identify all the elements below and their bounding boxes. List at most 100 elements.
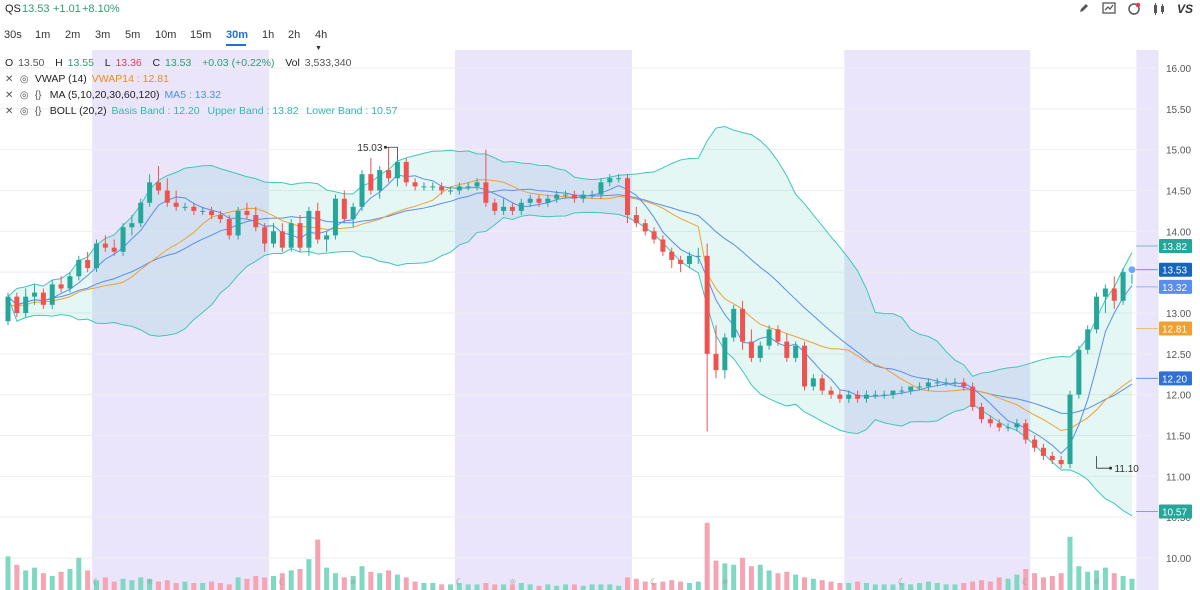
candle-body [802, 345, 807, 387]
eye-icon[interactable]: ◎ [19, 90, 29, 101]
alert-icon[interactable] [1127, 2, 1141, 16]
ohlc-low: 13.36 [115, 57, 142, 69]
volume-bar [332, 573, 338, 590]
volume-bar [846, 583, 852, 590]
last-price: 13.53 [22, 3, 50, 15]
volume-bar [111, 581, 117, 590]
volume-bar [837, 583, 843, 590]
volume-bar [598, 584, 604, 590]
candle-body [598, 182, 604, 195]
price-tag-bg [1159, 262, 1192, 277]
volume-bar [740, 557, 746, 590]
volume-bar [1067, 536, 1073, 590]
volume-bar [439, 584, 445, 590]
candle-body [589, 194, 595, 196]
tab-3m[interactable]: 3m [95, 29, 111, 41]
price-tag-label: 13.53 [1162, 266, 1187, 277]
close-icon[interactable]: ✕ [5, 106, 14, 117]
candle-body [881, 394, 887, 396]
volume-bar [324, 567, 330, 590]
volume-bar [925, 581, 931, 590]
candle-body [554, 194, 560, 199]
candle-body [651, 231, 657, 240]
candle-body [837, 394, 843, 399]
candles-icon[interactable] [1152, 2, 1166, 16]
volume-bar [1040, 577, 1046, 590]
candle-body [686, 255, 692, 264]
candle-body [217, 215, 223, 220]
volume-bar [217, 583, 223, 590]
volume-bar [155, 581, 161, 590]
tab-2h[interactable]: 2h [288, 29, 301, 41]
volume-bar [23, 570, 29, 590]
candle-body [1094, 296, 1100, 330]
tab-5m[interactable]: 5m [125, 29, 141, 41]
price-change: +1.01 [53, 3, 81, 15]
price-chart[interactable]: 15.03 11.10 ☾ ☼ ☾ ☼ ☾ ☼ ☾ ☼ ☾ ☾ ☼ 16.00 15.50 15.00 14.5… [0, 50, 1200, 590]
tab-15m[interactable]: 15m [190, 29, 212, 41]
volume-bar [377, 573, 383, 590]
settings-icon[interactable]: {} [34, 90, 42, 101]
tab-1m[interactable]: 1m [35, 29, 51, 41]
volume-bar [828, 581, 834, 590]
price-tag-bg [1159, 321, 1192, 336]
indicator-row-vwap: ✕ ◎ VWAP (14) VWAP14 : 12.81 [5, 73, 171, 85]
candle-body [1049, 455, 1055, 460]
candle-body [863, 394, 869, 399]
volume-bar [102, 577, 108, 590]
volume-bar [394, 574, 400, 590]
candle-body [669, 251, 675, 260]
volume-bar [501, 584, 507, 590]
volume-bar [757, 564, 763, 590]
tab-30s[interactable]: 30s [4, 29, 22, 41]
volume-bar [580, 585, 586, 590]
ma5-line [7, 174, 1133, 455]
candle-body [465, 186, 471, 188]
eye-icon[interactable]: ◎ [19, 74, 29, 85]
price-axis-bg [1158, 50, 1200, 590]
volume-bar [686, 583, 692, 590]
volume-bar [1005, 578, 1011, 590]
tab-10m[interactable]: 10m [155, 29, 177, 41]
volume-bar [660, 581, 666, 590]
close-icon[interactable]: ✕ [5, 74, 14, 85]
candle-body [908, 386, 914, 391]
candle-body [182, 206, 188, 208]
volume-bar [359, 566, 365, 590]
session-shade [92, 50, 270, 590]
candle-body [970, 386, 976, 407]
candle-body [943, 382, 949, 384]
candle-body [456, 186, 462, 191]
tab-4h[interactable]: 4h ▼ [315, 29, 327, 53]
candle-body [200, 210, 206, 212]
tab-30m[interactable]: 30m [226, 29, 249, 41]
ohlc-vol-label: Vol [285, 57, 300, 69]
volume-bar [350, 576, 356, 590]
settings-icon[interactable]: {} [34, 106, 42, 117]
volume-bar [943, 584, 949, 590]
candle-body [332, 198, 338, 236]
eye-icon[interactable]: ◎ [19, 106, 29, 117]
header-bar: QS 13.53 +1.01 +8.10% VS [0, 0, 1200, 20]
session-shade [897, 50, 1031, 590]
pencil-icon[interactable] [1077, 2, 1091, 16]
close-icon[interactable]: ✕ [5, 90, 14, 101]
candle-body [85, 259, 91, 269]
tab-2m[interactable]: 2m [65, 29, 81, 41]
candle-body [448, 190, 453, 192]
candle-body [1085, 329, 1091, 350]
volume-bar [1129, 578, 1135, 590]
candle-body [271, 231, 276, 244]
candle-body [518, 202, 524, 211]
candle-body [235, 210, 241, 236]
chart-icon[interactable] [1102, 2, 1116, 16]
tab-1h[interactable]: 1h [262, 29, 275, 41]
y-tick-label: 14.00 [1166, 227, 1191, 238]
active-tab-indicator [226, 44, 246, 46]
candle-body [607, 178, 613, 183]
candle-body [545, 198, 551, 203]
candle-body [961, 382, 967, 387]
volume-bar [952, 584, 958, 590]
volume-bar [456, 583, 462, 590]
candle-body [262, 227, 268, 244]
